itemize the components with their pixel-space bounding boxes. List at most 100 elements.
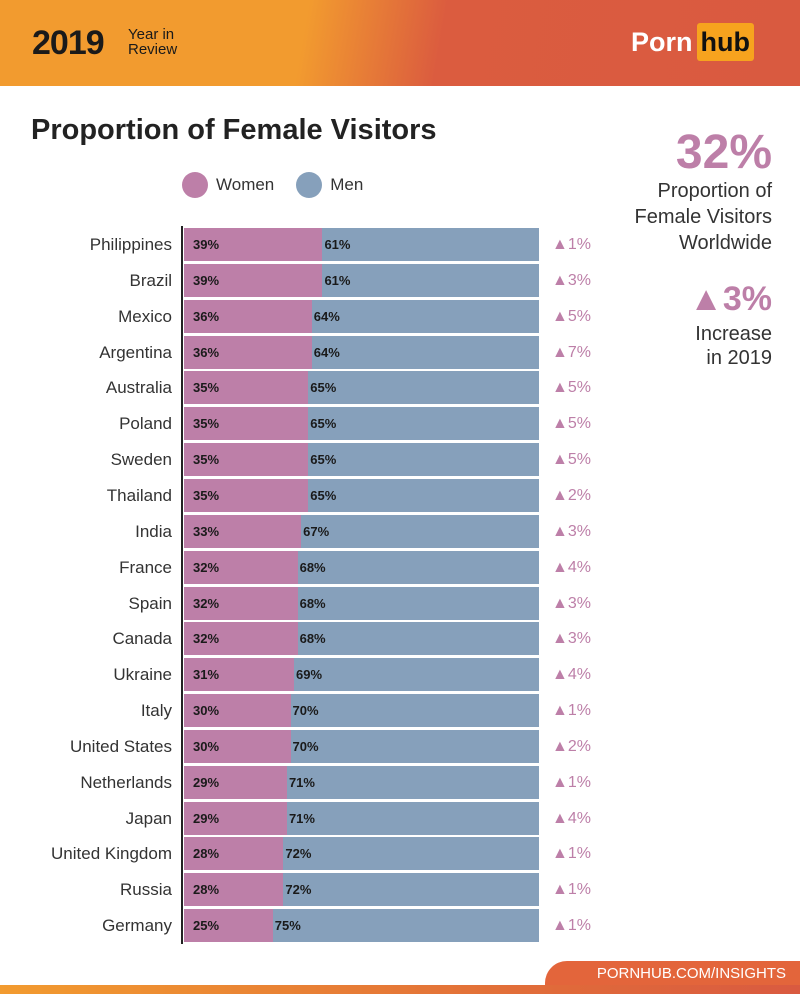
- category-label: Sweden: [110, 450, 172, 470]
- bar-women: [184, 694, 291, 728]
- bar-men: [297, 550, 539, 584]
- legend-swatch: [182, 172, 208, 198]
- y-axis-line: [181, 226, 183, 944]
- category-label: India: [135, 521, 172, 541]
- legend-label: Men: [330, 175, 364, 194]
- data-label-men: 69%: [296, 667, 323, 683]
- bar-men: [290, 694, 539, 728]
- change-label: ▲1%: [552, 917, 591, 935]
- data-label-men: 68%: [299, 595, 326, 611]
- change-label: ▲1%: [552, 881, 591, 899]
- data-label-women: 30%: [193, 703, 220, 719]
- bar-women: [184, 443, 309, 477]
- data-label-women: 32%: [193, 631, 220, 647]
- bar-men: [322, 263, 539, 297]
- category-label: Canada: [112, 629, 172, 649]
- chart-title: Proportion of Female Visitors: [31, 114, 437, 146]
- bar-women: [184, 622, 298, 656]
- change-label: ▲2%: [552, 737, 591, 755]
- change-label: ▲1%: [552, 773, 591, 791]
- change-label: ▲1%: [552, 236, 591, 253]
- category-label: Spain: [128, 593, 172, 613]
- change-label: ▲4%: [552, 809, 591, 827]
- data-label-men: 72%: [285, 846, 312, 862]
- data-label-men: 71%: [288, 774, 315, 790]
- logo-text: Porn: [631, 26, 693, 57]
- footer-link[interactable]: PORNHUB.COM/INSIGHTS: [545, 961, 800, 987]
- increase-value: ▲3%: [689, 280, 772, 319]
- change-label: ▲5%: [552, 307, 591, 325]
- category-label: United Kingdom: [51, 844, 172, 864]
- bar-women: [184, 263, 323, 297]
- label-line: Female Visitors: [634, 206, 772, 228]
- legend-swatch: [296, 172, 323, 198]
- category-label: Ukraine: [113, 665, 172, 685]
- subtitle-line: Review: [128, 41, 178, 58]
- bar-women: [184, 514, 302, 548]
- category-label: Australia: [105, 378, 172, 398]
- category-label: Brazil: [129, 270, 172, 290]
- legend-item-men: Men: [296, 172, 363, 198]
- change-label: ▲4%: [552, 558, 591, 576]
- category-label: Netherlands: [80, 772, 172, 792]
- change-label: ▲5%: [552, 379, 591, 397]
- up-triangle-icon: ▲: [689, 280, 723, 318]
- category-label: Japan: [125, 808, 172, 828]
- data-label-men: 71%: [288, 810, 315, 826]
- category-label: Italy: [140, 701, 172, 721]
- data-label-men: 68%: [299, 631, 326, 647]
- data-label-women: 39%: [193, 272, 220, 288]
- bar-men: [286, 765, 539, 799]
- bar-men: [311, 335, 539, 369]
- data-label-men: 64%: [313, 344, 340, 360]
- category-label: Germany: [102, 916, 172, 936]
- label-line: in 2019: [706, 347, 772, 369]
- worldwide-proportion-label: Proportion of Female Visitors Worldwide: [635, 178, 772, 256]
- change-label: ▲7%: [552, 343, 591, 361]
- change-label: ▲3%: [552, 630, 591, 648]
- subtitle-line: Year in: [128, 26, 175, 43]
- data-label-men: 64%: [313, 308, 340, 324]
- data-label-men: 67%: [303, 523, 330, 539]
- label-line: Worldwide: [679, 232, 772, 254]
- bar-women: [184, 228, 323, 261]
- category-label: Poland: [119, 414, 172, 434]
- change-label: ▲2%: [552, 486, 591, 504]
- bar-women: [184, 873, 284, 907]
- bar-women: [184, 801, 287, 835]
- category-label: Philippines: [89, 235, 172, 254]
- data-label-women: 28%: [193, 846, 220, 862]
- bar-men: [322, 228, 539, 261]
- bar-women: [184, 550, 298, 584]
- bar-women: [184, 658, 295, 692]
- label-line: Increase: [695, 323, 772, 345]
- legend-label: Women: [216, 175, 275, 194]
- category-label: Mexico: [118, 306, 172, 326]
- footer-bar: [0, 985, 800, 994]
- change-label: ▲1%: [552, 845, 591, 863]
- category-label: Thailand: [106, 485, 172, 505]
- data-label-women: 29%: [193, 810, 220, 826]
- legend: Women Men: [182, 172, 385, 198]
- change-label: ▲1%: [552, 702, 591, 720]
- bar-men: [283, 837, 539, 871]
- worldwide-proportion-value: 32%: [675, 126, 772, 179]
- change-label: ▲3%: [552, 594, 591, 612]
- data-label-women: 30%: [193, 738, 220, 754]
- data-label-women: 32%: [193, 559, 220, 575]
- logo-badge: hub: [696, 23, 754, 61]
- data-label-men: 61%: [324, 272, 351, 288]
- data-label-men: 61%: [324, 237, 351, 252]
- year-label: 2019: [32, 24, 105, 62]
- data-label-women: 35%: [193, 416, 220, 432]
- data-label-women: 36%: [193, 308, 220, 324]
- data-label-women: 39%: [193, 237, 220, 252]
- bar-men: [308, 478, 539, 512]
- category-label: France: [119, 557, 172, 577]
- data-label-women: 33%: [193, 523, 220, 539]
- bar-women: [184, 299, 312, 333]
- bar-women: [184, 909, 273, 943]
- bar-men: [297, 586, 539, 620]
- logo: Porn hub: [631, 23, 754, 61]
